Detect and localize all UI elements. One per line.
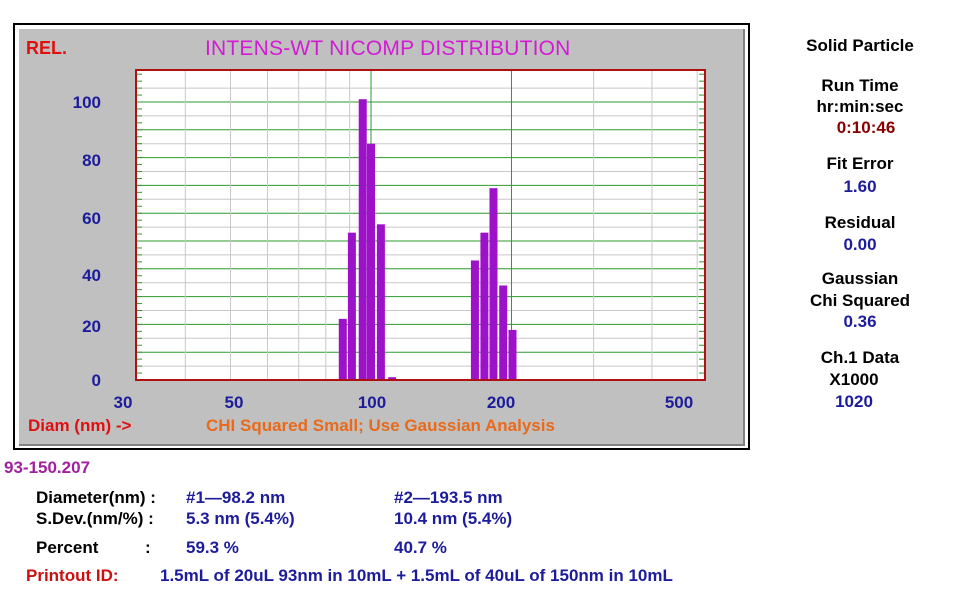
ch1-data-value: 1020 — [835, 392, 873, 411]
chart-canvas — [135, 69, 706, 381]
sdev-label: S.Dev.(nm/%) : — [36, 509, 154, 528]
distribution-bar — [347, 232, 356, 380]
distribution-bar — [388, 377, 397, 380]
chart-panel: REL. INTENS-WT NICOMP DISTRIBUTION 100 8… — [19, 29, 745, 446]
fit-error-value: 1.60 — [843, 177, 877, 196]
run-time-unit: hr:min:sec — [816, 97, 904, 116]
distribution-bar — [480, 232, 489, 380]
grid-lines — [136, 70, 705, 381]
mode-label: Solid Particle — [806, 36, 914, 55]
sample-id: 93-150.207 — [4, 458, 91, 477]
x-tick-label: 200 — [486, 393, 516, 412]
distribution-bar — [338, 318, 347, 380]
y-tick-label: 20 — [82, 317, 101, 336]
x-tick-label: 500 — [664, 393, 694, 412]
peak2-diameter: #2—193.5 nm — [394, 488, 503, 507]
percent-colon: : — [145, 538, 151, 557]
gaussian-label: Gaussian — [821, 269, 899, 288]
chart-title: INTENS-WT NICOMP DISTRIBUTION — [205, 37, 571, 60]
run-time-label: Run Time — [821, 76, 899, 95]
printout-value: 1.5mL of 20uL 93nm in 10mL + 1.5mL of 40… — [160, 566, 673, 585]
y-tick-label: 40 — [82, 266, 101, 285]
x-tick-label: 30 — [113, 393, 133, 412]
ch1-data-label: Ch.1 Data — [820, 348, 900, 367]
distribution-bar — [499, 285, 508, 380]
percent-label: Percent — [36, 538, 99, 557]
distribution-bar — [358, 99, 367, 380]
chart-annotation: CHI Squared Small; Use Gaussian Analysis — [206, 416, 555, 435]
x-tick-label: 50 — [224, 393, 244, 412]
peak1-percent: 59.3 % — [186, 538, 239, 557]
y-tick-label: 100 — [72, 93, 101, 112]
chi-squared-label: Chi Squared — [809, 291, 911, 310]
distribution-bar — [376, 224, 385, 380]
run-time-value: 0:10:46 — [836, 118, 896, 137]
y-tick-label: 80 — [82, 151, 101, 170]
bar-group — [338, 99, 517, 380]
plot-border — [135, 69, 706, 381]
printout-label: Printout ID: — [26, 566, 119, 585]
diameter-label: Diameter(nm) : — [36, 488, 156, 507]
gaussian-value: 0.36 — [843, 312, 877, 331]
x-tick-label: 100 — [357, 393, 387, 412]
peak1-diameter: #1—98.2 nm — [186, 488, 286, 507]
rel-label: REL. — [26, 38, 68, 58]
peak2-sdev: 10.4 nm (5.4%) — [394, 509, 513, 528]
fit-error-label: Fit Error — [826, 154, 894, 173]
ch1-multiplier-label: X1000 — [829, 370, 879, 389]
peak2-percent: 40.7 % — [394, 538, 447, 557]
peak1-sdev: 5.3 nm (5.4%) — [186, 509, 295, 528]
distribution-bar — [367, 143, 375, 380]
distribution-bar — [508, 329, 517, 380]
y-tick-label: 60 — [82, 209, 101, 228]
residual-value: 0.00 — [843, 235, 877, 254]
x-axis-label: Diam (nm) -> — [28, 416, 132, 435]
distribution-bar — [489, 188, 498, 380]
distribution-bar — [470, 260, 479, 380]
y-tick-label: 0 — [91, 371, 101, 390]
residual-label: Residual — [824, 213, 896, 232]
plot-area — [136, 70, 705, 380]
